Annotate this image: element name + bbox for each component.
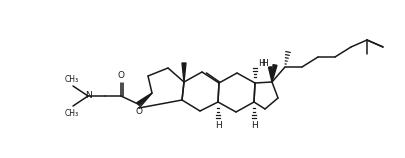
- Polygon shape: [272, 65, 277, 82]
- Text: N: N: [85, 91, 92, 100]
- Text: O: O: [117, 70, 124, 79]
- Text: H: H: [251, 121, 257, 130]
- Text: O: O: [136, 106, 143, 115]
- Polygon shape: [269, 67, 272, 82]
- Polygon shape: [137, 93, 152, 105]
- Text: CH₃: CH₃: [65, 75, 79, 83]
- Text: H: H: [215, 121, 222, 130]
- Text: CH₃: CH₃: [65, 109, 79, 118]
- Text: H: H: [258, 60, 265, 69]
- Polygon shape: [182, 63, 186, 82]
- Text: H: H: [261, 58, 268, 67]
